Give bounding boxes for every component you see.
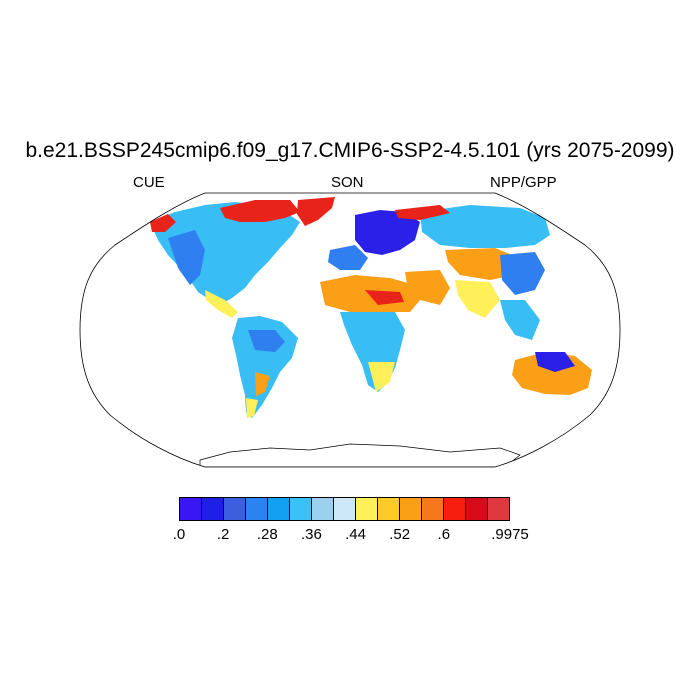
colorbar-swatch (224, 498, 246, 520)
south-asia-region (455, 280, 500, 318)
season-label: SON (331, 174, 364, 191)
north-america-west-region (168, 230, 205, 285)
antarctica-region (199, 443, 521, 467)
russia-north-region (395, 205, 450, 220)
colorbar-tick-label: .2 (216, 526, 230, 543)
colorbar-tick-label: .0 (172, 526, 186, 543)
sahara-hot-region (365, 290, 404, 305)
western-europe-region (328, 245, 368, 270)
siberia-region (420, 205, 550, 248)
alaska-region (150, 214, 176, 232)
colorbar (179, 497, 510, 521)
argentina-region (255, 372, 270, 396)
colorbar-swatch (268, 498, 290, 520)
colorbar-tick-label: .6 (437, 526, 451, 543)
colorbar-swatch (488, 498, 509, 520)
southeast-asia-region (500, 300, 540, 340)
colorbar-tick-label: .44 (345, 526, 366, 543)
colorbar-tick-label: .36 (300, 526, 322, 543)
colorbar-tick-label: .9975 (491, 526, 529, 543)
colorbar-swatch (334, 498, 356, 520)
colorbar-swatch (202, 498, 224, 520)
colorbar-swatch (312, 498, 334, 520)
colorbar-swatch (400, 498, 422, 520)
colorbar-swatch (180, 498, 202, 520)
southern-africa-region (368, 362, 395, 392)
colorbar-tick-label: .52 (389, 526, 411, 543)
colorbar-swatch (444, 498, 466, 520)
globe-outline (79, 192, 621, 468)
colorbar-swatch (356, 498, 378, 520)
colorbar-swatch (246, 498, 268, 520)
greenland-region (297, 197, 335, 226)
mexico-region (205, 290, 238, 318)
amazon-region (248, 330, 285, 352)
patagonia-region (246, 398, 258, 418)
colorbar-swatch (290, 498, 312, 520)
central-africa-region (340, 312, 405, 392)
canada-arctic-region (220, 200, 300, 222)
middle-east-region (405, 270, 450, 305)
plot-title: b.e21.BSSP245cmip6.f09_g17.CMIP6-SSP2-4.… (25, 139, 675, 162)
east-asia-region (500, 252, 545, 295)
australia-north-region (535, 352, 575, 372)
colorbar-tick-label: .28 (256, 526, 278, 543)
colorbar-swatch (422, 498, 444, 520)
colorbar-swatch (378, 498, 400, 520)
north-america-region (150, 202, 300, 305)
colorbar-swatch (466, 498, 488, 520)
variable-label: CUE (133, 174, 165, 191)
europe-region (355, 210, 420, 255)
units-label: NPP/GPP (490, 174, 557, 191)
land-regions (150, 197, 592, 467)
